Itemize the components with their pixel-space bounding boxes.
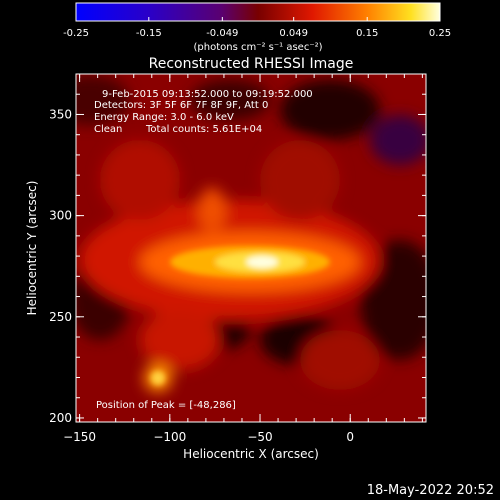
detectors-text: Detectors: 3F 5F 6F 7F 8F 9F, Att 0 — [94, 100, 268, 111]
plot-frame — [75, 73, 427, 423]
colorbar-tick-label: -0.049 — [206, 28, 238, 39]
y-tick-label: 200 — [49, 411, 72, 425]
x-tick-label: −150 — [63, 430, 96, 444]
image-title: Reconstructed RHESSI Image — [149, 56, 354, 72]
method-text: Clean — [94, 124, 122, 135]
x-tick-label: −50 — [247, 430, 272, 444]
total-counts-text: Total counts: 5.61E+04 — [145, 124, 262, 135]
colorbar-units: (photons cm⁻² s⁻¹ asec⁻²) — [193, 42, 322, 53]
x-axis-ticks — [79, 74, 423, 422]
y-tick-label: 250 — [49, 310, 72, 324]
x-tick-label: −100 — [153, 430, 186, 444]
y-axis-tick-labels: 200 250 300 350 — [49, 107, 72, 424]
colorbar-tick-label: 0.25 — [429, 28, 451, 39]
y-axis-ticks — [76, 73, 426, 419]
y-tick-label: 350 — [49, 107, 72, 121]
peak-position-text: Position of Peak = [-48,286] — [96, 400, 236, 411]
annotations: 9-Feb-2015 09:13:52.000 to 09:19:52.000 … — [94, 89, 313, 411]
x-axis-tick-labels: −150 −100 −50 0 — [63, 430, 354, 444]
colorbar-tick-label: -0.25 — [63, 28, 89, 39]
colorbar-ticks — [75, 17, 441, 21]
solar-image — [76, 74, 426, 422]
x-axis-label: Heliocentric X (arcsec) — [183, 447, 319, 461]
time-range-text: 9-Feb-2015 09:13:52.000 to 09:19:52.000 — [102, 89, 313, 100]
colorbar-tick-label: 0.15 — [356, 28, 378, 39]
colorbar-tick-labels: -0.25 -0.15 -0.049 0.049 0.15 0.25 — [63, 28, 451, 39]
colorbar: -0.25 -0.15 -0.049 0.049 0.15 0.25 (photons c… — [63, 2, 451, 53]
energy-range-text: Energy Range: 3.0 - 6.0 keV — [94, 112, 234, 123]
y-tick-label: 300 — [49, 209, 72, 223]
footer-timestamp: 18-May-2022 20:52 — [367, 483, 494, 498]
y-axis-label: Heliocentric Y (arcsec) — [25, 181, 39, 316]
colorbar-tick-label: 0.049 — [279, 28, 308, 39]
x-tick-label: 0 — [346, 430, 354, 444]
colorbar-tick-label: -0.15 — [136, 28, 162, 39]
colorbar-gradient — [75, 2, 441, 22]
